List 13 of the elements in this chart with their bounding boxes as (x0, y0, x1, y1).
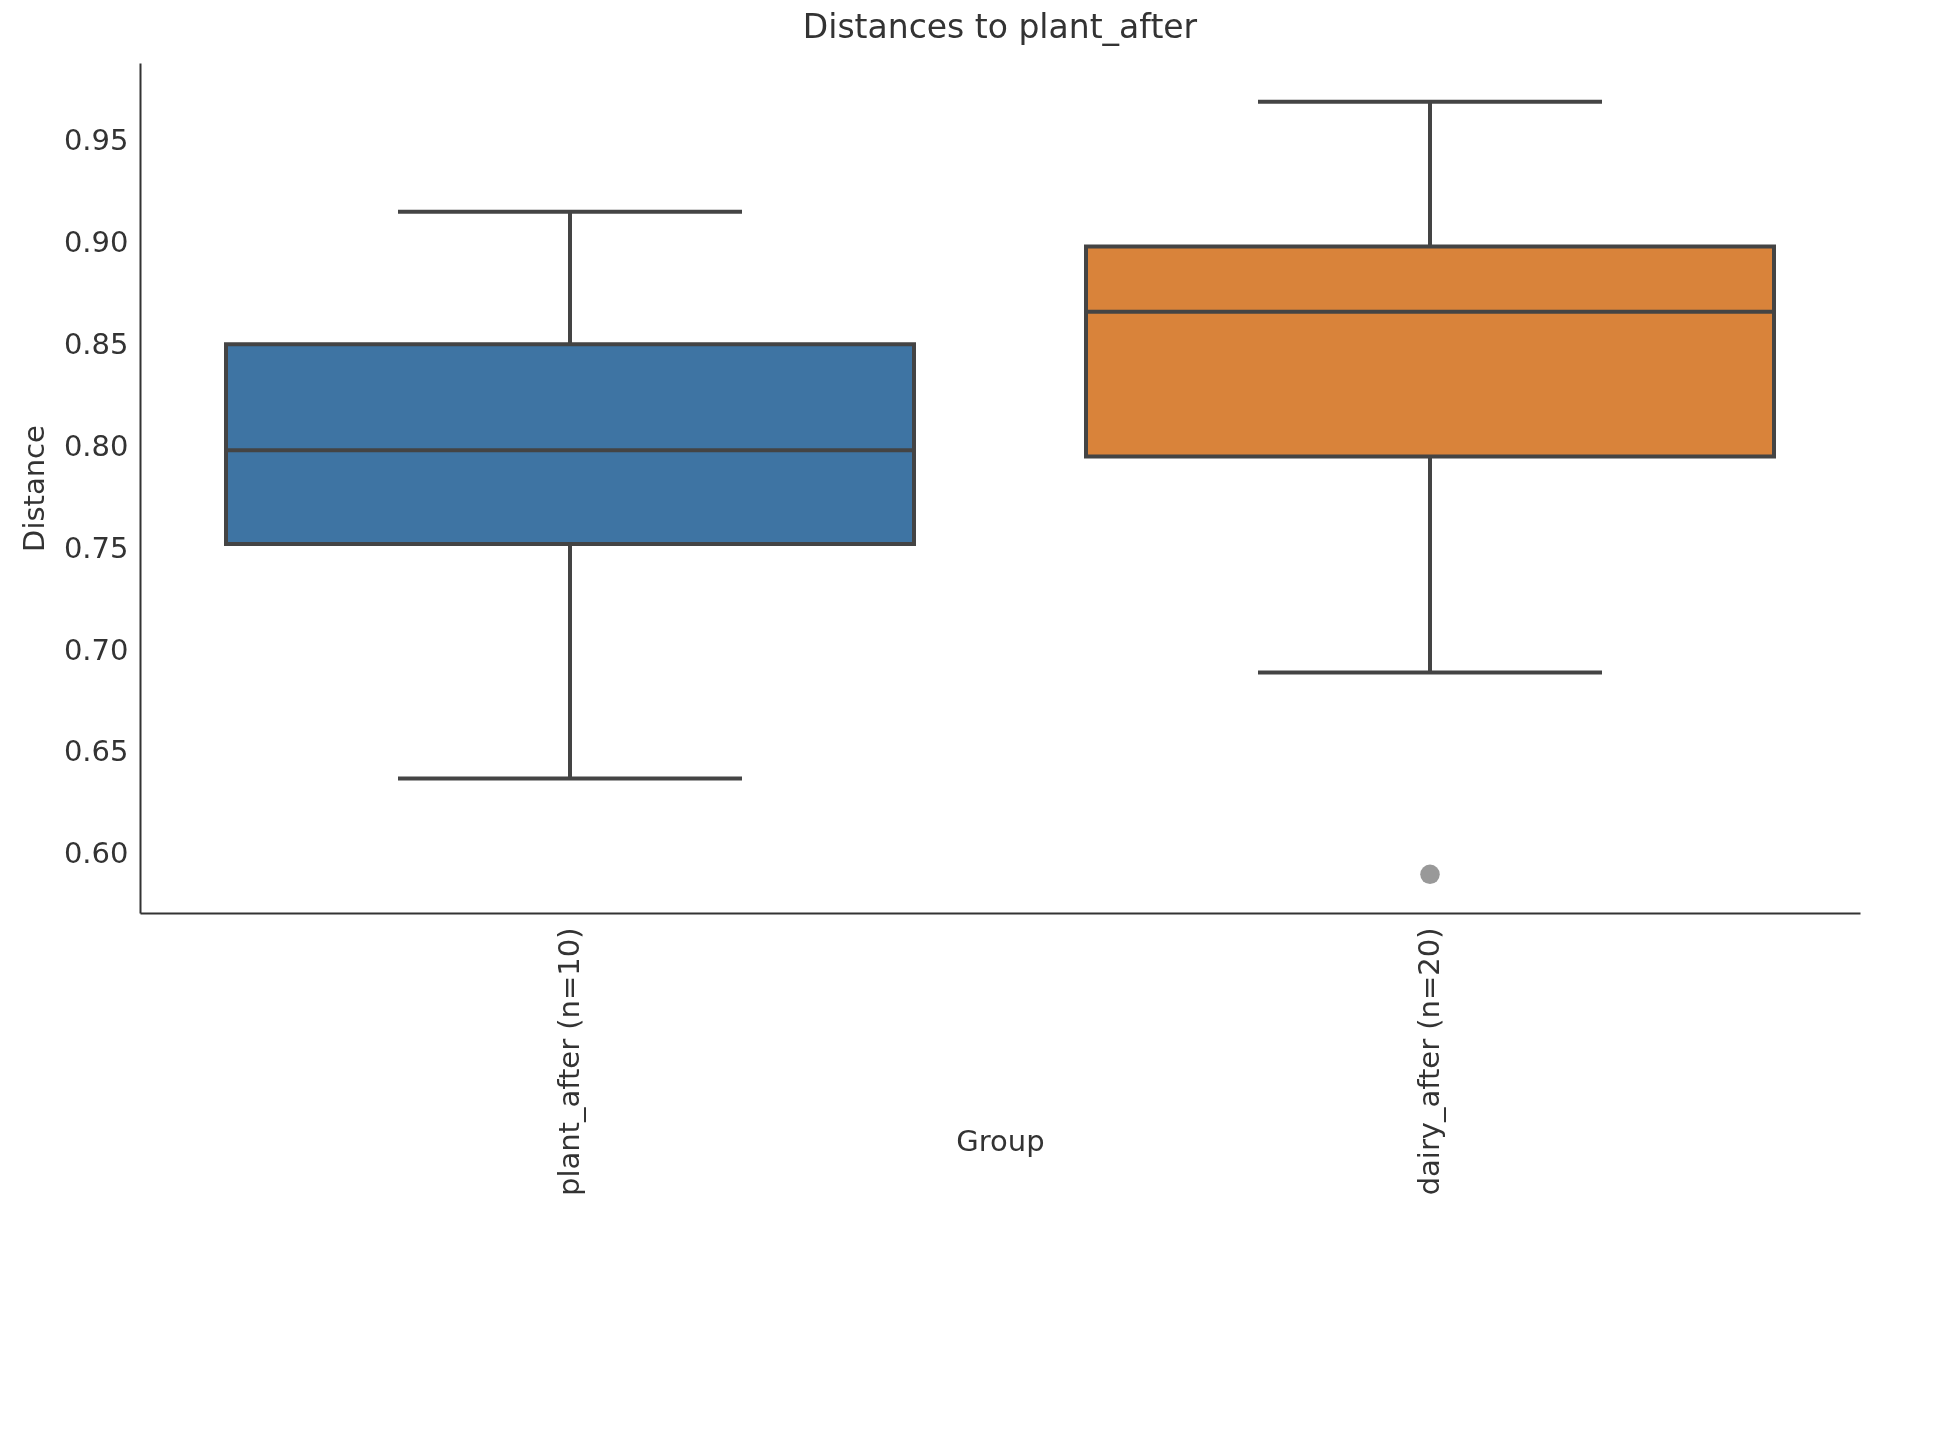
y-axis-title: Distance (16, 425, 51, 552)
y-tick-label: 0.95 (63, 122, 129, 157)
x-tick-label: dairy_after (n=20) (1412, 927, 1446, 1196)
chart-title: Distances to plant_after (802, 7, 1198, 46)
y-tick-label: 0.65 (63, 734, 129, 769)
y-tick-label: 0.85 (63, 326, 129, 361)
x-axis-title: Group (956, 1123, 1045, 1158)
y-tick-label: 0.90 (63, 224, 129, 259)
y-tick-label: 0.75 (63, 530, 129, 565)
y-tick-label: 0.70 (63, 632, 129, 667)
y-tick-label: 0.60 (63, 836, 129, 871)
x-tick-label: plant_after (n=10) (552, 927, 586, 1197)
y-tick-label: 0.80 (63, 428, 129, 463)
